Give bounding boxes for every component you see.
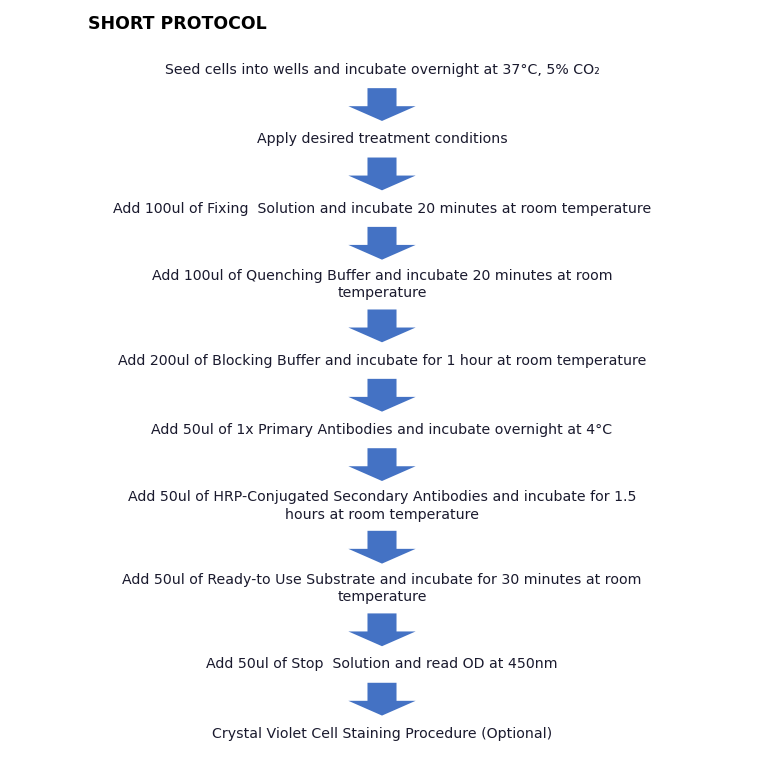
Text: Add 50ul of 1x Primary Antibodies and incubate overnight at 4°C: Add 50ul of 1x Primary Antibodies and in… — [151, 423, 613, 437]
Polygon shape — [348, 683, 416, 716]
Polygon shape — [348, 88, 416, 121]
Polygon shape — [348, 613, 416, 646]
Text: SHORT PROTOCOL: SHORT PROTOCOL — [88, 15, 267, 34]
Polygon shape — [348, 227, 416, 260]
Polygon shape — [348, 157, 416, 190]
Text: Apply desired treatment conditions: Apply desired treatment conditions — [257, 132, 507, 146]
Text: Add 50ul of HRP-Conjugated Secondary Antibodies and incubate for 1.5
hours at ro: Add 50ul of HRP-Conjugated Secondary Ant… — [128, 490, 636, 522]
Text: Crystal Violet Cell Staining Procedure (Optional): Crystal Violet Cell Staining Procedure (… — [212, 727, 552, 741]
Text: Seed cells into wells and incubate overnight at 37°C, 5% CO₂: Seed cells into wells and incubate overn… — [164, 63, 600, 77]
Text: Add 100ul of Fixing  Solution and incubate 20 minutes at room temperature: Add 100ul of Fixing Solution and incubat… — [113, 202, 651, 215]
Text: Add 50ul of Ready-to Use Substrate and incubate for 30 minutes at room
temperatu: Add 50ul of Ready-to Use Substrate and i… — [122, 573, 642, 604]
Text: Add 50ul of Stop  Solution and read OD at 450nm: Add 50ul of Stop Solution and read OD at… — [206, 658, 558, 672]
Text: Add 100ul of Quenching Buffer and incubate 20 minutes at room
temperature: Add 100ul of Quenching Buffer and incuba… — [152, 269, 612, 300]
Polygon shape — [348, 448, 416, 481]
Polygon shape — [348, 379, 416, 412]
Polygon shape — [348, 309, 416, 342]
Polygon shape — [348, 531, 416, 564]
Text: Add 200ul of Blocking Buffer and incubate for 1 hour at room temperature: Add 200ul of Blocking Buffer and incubat… — [118, 354, 646, 367]
